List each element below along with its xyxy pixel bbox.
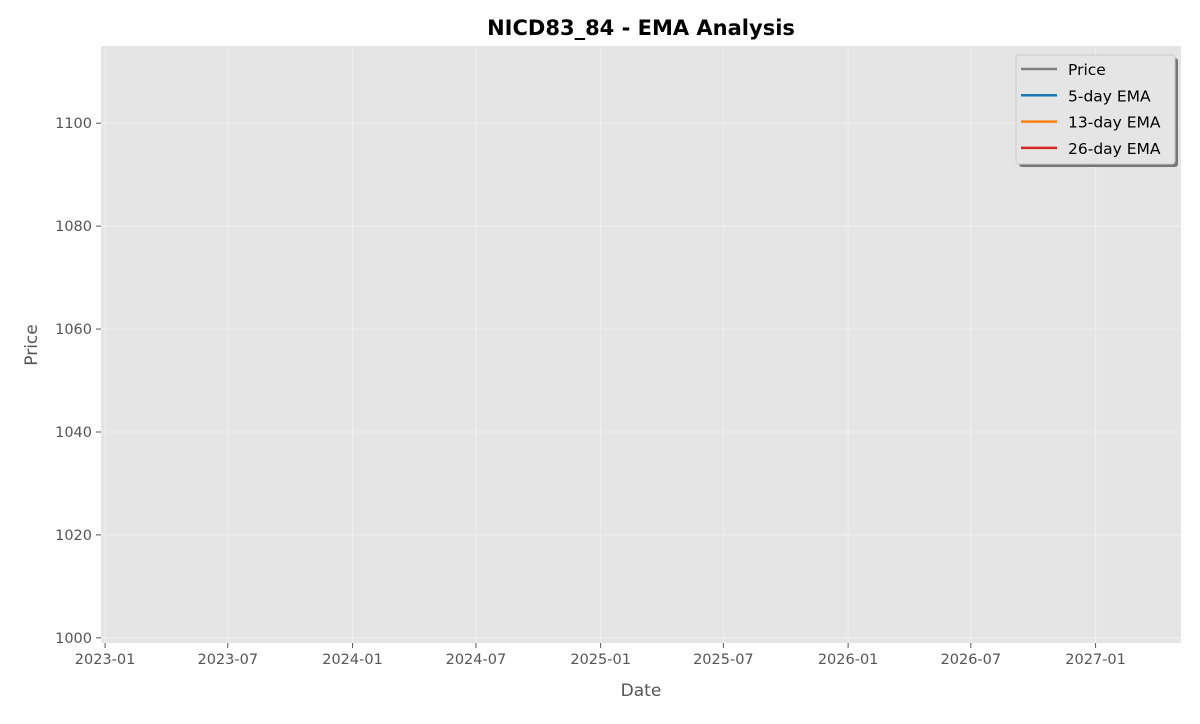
x-tick-label: 2023-07 [197, 652, 258, 668]
x-axis: 2023-01 2023-07 2024-01 2024-07 2025-01 2025-… [75, 643, 1126, 668]
plot-area [101, 46, 1181, 643]
y-tick-label: 1100 [55, 116, 92, 132]
y-tick-label: 1040 [55, 425, 92, 441]
y-tick-label: 1080 [55, 219, 92, 235]
y-axis-label: Price [22, 324, 42, 365]
x-tick-label: 2026-07 [941, 652, 1002, 668]
x-axis-label: Date [621, 681, 662, 701]
legend-label: 13-day EMA [1068, 114, 1161, 132]
x-tick-label: 2024-01 [322, 652, 383, 668]
y-tick-label: 1000 [55, 631, 92, 647]
y-axis: 1000 1020 1040 1060 1080 1100 [55, 116, 101, 647]
x-tick-label: 2026-01 [818, 652, 879, 668]
y-tick-label: 1020 [55, 528, 92, 544]
legend: Price 5-day EMA 13-day EMA 26-day EMA [1015, 54, 1178, 167]
chart-title: NICD83_84 - EMA Analysis [487, 16, 795, 40]
y-tick-label: 1060 [55, 322, 92, 338]
legend-label: Price [1068, 61, 1106, 79]
x-tick-label: 2027-01 [1065, 652, 1126, 668]
x-tick-label: 2025-01 [570, 652, 631, 668]
x-tick-label: 2024-07 [446, 652, 507, 668]
x-tick-label: 2025-07 [693, 652, 754, 668]
legend-label: 5-day EMA [1068, 87, 1151, 105]
x-tick-label: 2023-01 [75, 652, 136, 668]
legend-label: 26-day EMA [1068, 140, 1161, 158]
legend-box [1015, 54, 1176, 165]
